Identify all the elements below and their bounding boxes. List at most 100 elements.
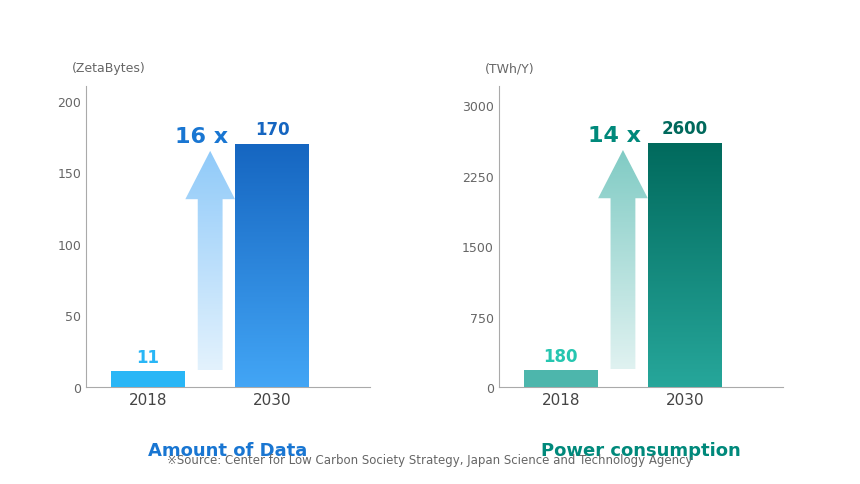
Bar [235,197,310,198]
Bar [648,347,722,348]
Bar [235,210,310,211]
Bar [235,159,310,160]
Bar [648,259,722,260]
Bar [648,371,722,373]
Bar [648,279,722,280]
Bar [648,365,722,366]
Bar [235,287,310,289]
Bar [235,329,310,330]
Bar [235,342,310,344]
Bar [648,330,722,331]
Bar [648,224,722,225]
Bar [648,153,722,154]
Bar [648,198,722,199]
Bar [235,177,310,178]
Bar [235,221,310,222]
Bar [648,333,722,335]
Bar [235,328,310,329]
Bar [648,253,722,254]
Bar [235,282,310,283]
Bar [235,249,310,250]
Bar [235,279,310,280]
Bar [235,206,310,208]
Bar [648,309,722,310]
Bar [235,256,310,257]
Bar [235,218,310,220]
Bar [648,369,722,370]
Text: 170: 170 [255,121,290,139]
Bar [648,298,722,300]
Bar [235,182,310,183]
Bar [235,275,310,277]
Bar [648,235,722,236]
Bar [235,233,310,234]
Bar [648,374,722,375]
Bar [648,307,722,308]
Bar [648,197,722,198]
Bar [648,304,722,305]
Bar [235,146,310,147]
Bar [648,289,722,291]
Bar [235,344,310,345]
Bar [235,228,310,229]
Bar [235,320,310,321]
Bar [648,239,722,240]
Bar [648,150,722,151]
Bar [235,380,310,381]
Bar [235,265,310,266]
Bar [235,295,310,296]
Bar [235,352,310,353]
Bar [648,303,722,304]
Bar [648,267,722,268]
Bar [235,325,310,327]
Bar [235,261,310,262]
Bar [648,151,722,152]
Bar [648,262,722,263]
Bar [235,227,310,228]
Bar [235,307,310,308]
Bar [648,146,722,147]
Bar [648,145,722,146]
Bar [235,316,310,317]
Bar [648,300,722,301]
Bar [648,325,722,326]
Bar [235,245,310,246]
Bar [648,162,722,163]
Bar [648,161,722,162]
Bar [235,148,310,149]
Bar [648,256,722,257]
Bar [235,205,310,206]
Bar [235,199,310,200]
Bar [235,381,310,382]
Bar [648,362,722,363]
Bar [648,243,722,244]
Bar [648,196,722,197]
Bar [235,262,310,263]
Bar [235,172,310,173]
Bar [235,198,310,199]
Bar [235,270,310,271]
Bar [235,273,310,274]
Bar [235,345,310,346]
Bar [648,236,722,237]
Bar [235,167,310,168]
Bar [648,211,722,212]
Bar [648,218,722,219]
Bar [648,313,722,314]
Bar [648,182,722,183]
Text: (ZetaBytes): (ZetaBytes) [72,62,145,75]
Bar [235,321,310,323]
Bar [648,154,722,155]
Bar [235,376,310,378]
Bar [235,311,310,312]
Bar [235,366,310,368]
Bar [235,357,310,358]
Bar [235,211,310,212]
Bar [648,336,722,337]
Bar [235,289,310,290]
Bar [648,315,722,317]
Bar [648,231,722,232]
Text: ※Source: Center for Low Carbon Society Strategy, Japan Science and Technology Ag: ※Source: Center for Low Carbon Society S… [167,454,693,466]
Bar [235,299,310,300]
Bar [235,254,310,255]
